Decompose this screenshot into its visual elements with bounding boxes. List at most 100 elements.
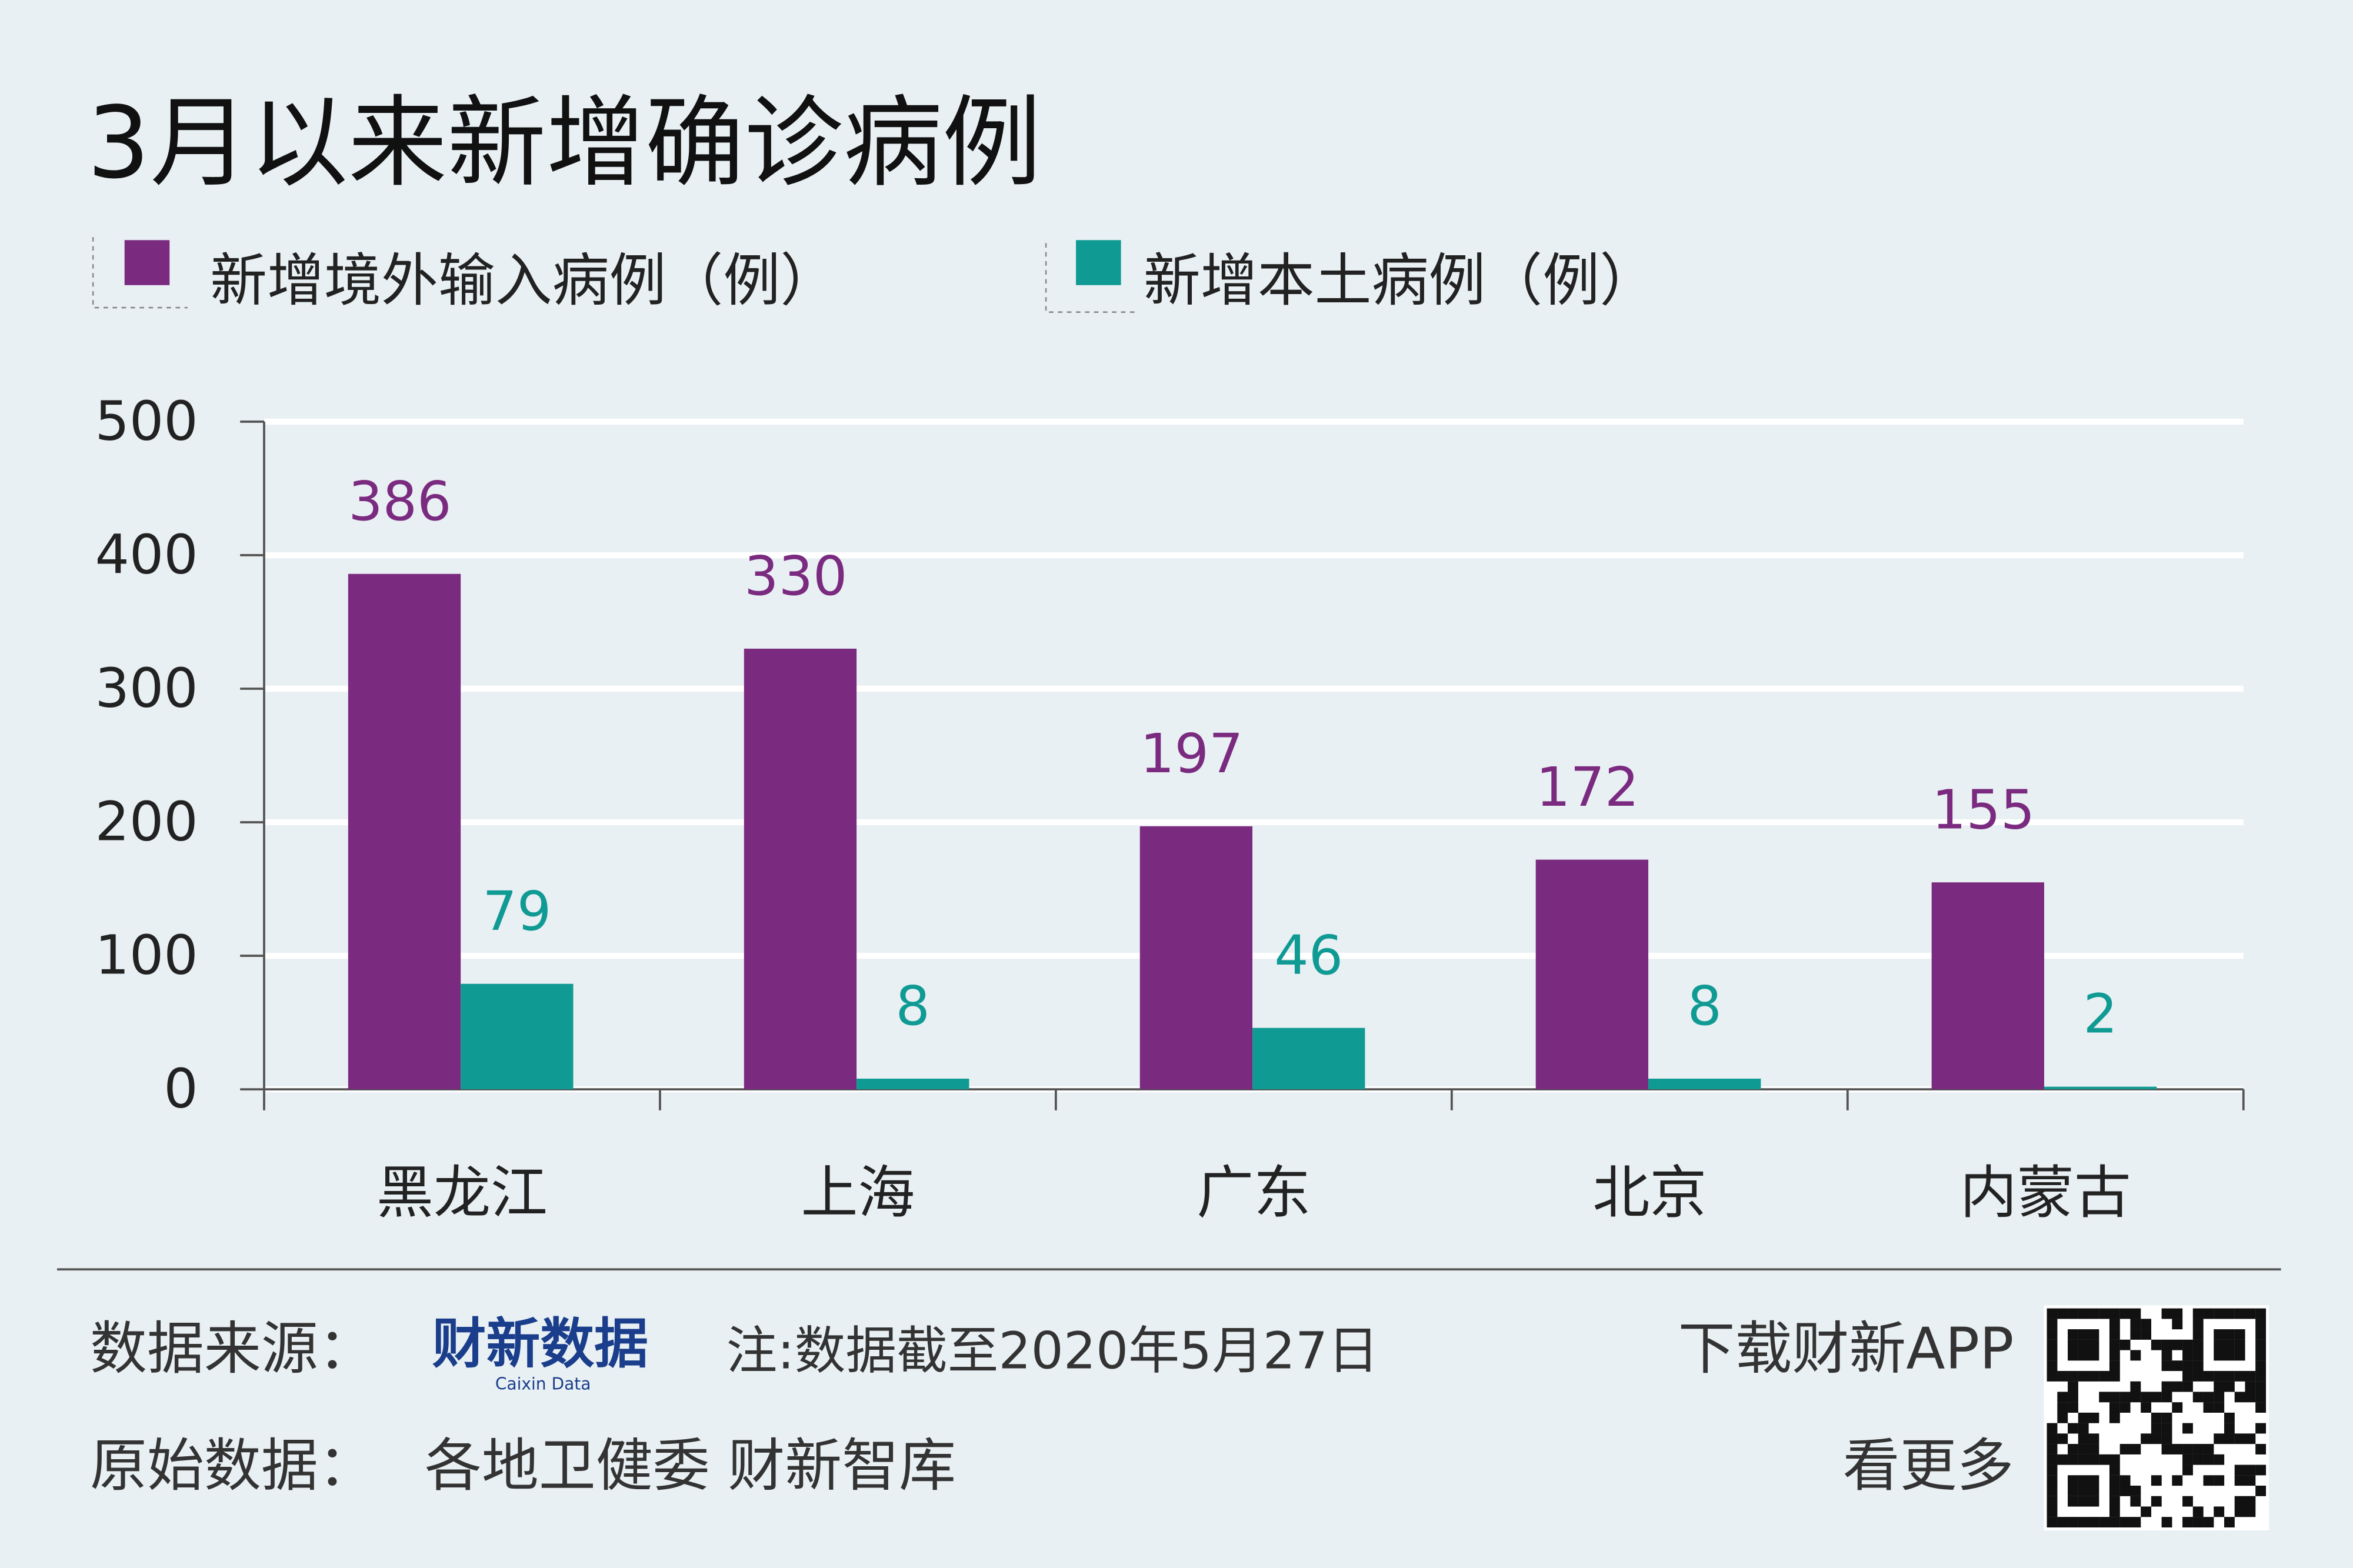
- legend-label: 新增境外输入病例（例）: [210, 247, 837, 313]
- qr-cell: [2182, 1496, 2193, 1507]
- qr-cell: [2245, 1506, 2256, 1517]
- qr-cell: [2214, 1350, 2225, 1361]
- qr-cell: [2224, 1517, 2235, 1528]
- legend-label: 新增本土病例（例）: [1144, 247, 1657, 313]
- qr-cell: [2234, 1433, 2245, 1444]
- qr-cell: [2203, 1402, 2214, 1413]
- qr-cell: [2099, 1392, 2110, 1403]
- qr-cell: [2109, 1517, 2120, 1528]
- qr-cell: [2068, 1308, 2078, 1319]
- qr-cell: [2088, 1517, 2099, 1528]
- value-label: 197: [1140, 722, 1243, 785]
- qr-cell: [2047, 1339, 2058, 1350]
- qr-cell: [2068, 1423, 2078, 1434]
- qr-cell: [2245, 1308, 2256, 1319]
- qr-cell: [2130, 1517, 2141, 1528]
- qr-cell: [2161, 1423, 2172, 1434]
- qr-cell: [2255, 1485, 2267, 1496]
- qr-cell: [2130, 1350, 2141, 1361]
- value-label: 2: [2083, 983, 2117, 1046]
- qr-cell: [2192, 1517, 2204, 1528]
- qr-cell: [2214, 1381, 2225, 1392]
- qr-cell: [2119, 1392, 2131, 1403]
- qr-cell: [2224, 1350, 2235, 1361]
- qr-cell: [2245, 1392, 2256, 1403]
- qr-cell: [2214, 1339, 2225, 1350]
- value-label: 155: [1932, 778, 2035, 841]
- qr-cell: [2161, 1433, 2172, 1444]
- qr-cell: [2255, 1319, 2267, 1330]
- x-tick-label: 北京: [1592, 1159, 1707, 1226]
- qr-cell: [2088, 1329, 2099, 1340]
- qr-cell: [2214, 1433, 2225, 1444]
- qr-cell: [2161, 1412, 2172, 1423]
- y-tick-label: 0: [164, 1057, 198, 1120]
- qr-cell: [2245, 1381, 2256, 1392]
- qr-cell: [2047, 1506, 2058, 1517]
- qr-cell: [2214, 1329, 2225, 1340]
- qr-cell: [2141, 1319, 2152, 1330]
- qr-cell: [2141, 1402, 2152, 1413]
- qr-cell: [2078, 1444, 2089, 1454]
- qr-cell: [2088, 1339, 2099, 1350]
- value-label: 330: [744, 545, 847, 608]
- note: 注:数据截至2020年5月27日: [726, 1322, 1379, 1381]
- qr-cell: [2245, 1433, 2256, 1444]
- qr-cell: [2234, 1475, 2245, 1486]
- qr-cell: [2088, 1433, 2099, 1444]
- qr-cell: [2161, 1517, 2172, 1528]
- qr-cell: [2192, 1506, 2204, 1517]
- qr-cell: [2119, 1339, 2131, 1350]
- qr-cell: [2109, 1412, 2120, 1423]
- qr-cell: [2255, 1329, 2267, 1340]
- qr-cell: [2234, 1308, 2245, 1319]
- qr-cell: [2245, 1464, 2256, 1476]
- qr-cell: [2214, 1454, 2225, 1465]
- qr-cell: [2047, 1350, 2058, 1361]
- qr-cell: [2234, 1464, 2245, 1476]
- qr-cell: [2161, 1350, 2172, 1361]
- qr-cell: [2057, 1402, 2068, 1413]
- qr-cell: [2078, 1370, 2089, 1382]
- qr-cell: [2088, 1370, 2099, 1382]
- qr-cell: [2047, 1485, 2058, 1496]
- qr-cell: [2224, 1339, 2235, 1350]
- qr-cell: [2099, 1517, 2110, 1528]
- qr-cell: [2192, 1392, 2204, 1403]
- qr-cell: [2068, 1402, 2078, 1413]
- qr-cell: [2192, 1329, 2204, 1340]
- qr-cell: [2182, 1350, 2193, 1361]
- qr-cell: [2057, 1412, 2068, 1423]
- qr-cell: [2057, 1433, 2068, 1444]
- legend-swatch: [124, 240, 170, 285]
- x-tick-label: 广东: [1197, 1159, 1311, 1226]
- qr-cell: [2047, 1308, 2058, 1319]
- qr-cell: [2224, 1381, 2235, 1392]
- qr-cell: [2130, 1381, 2141, 1392]
- qr-cell: [2234, 1339, 2245, 1350]
- qr-cell: [2068, 1517, 2078, 1528]
- qr-cell: [2119, 1444, 2131, 1454]
- qr-cell: [2151, 1496, 2162, 1507]
- qr-cell: [2255, 1423, 2267, 1434]
- qr-cell: [2078, 1350, 2089, 1361]
- qr-cell: [2109, 1329, 2120, 1340]
- qr-cell: [2203, 1444, 2214, 1454]
- qr-cell: [2161, 1444, 2172, 1454]
- qr-cell: [2234, 1329, 2245, 1340]
- qr-cell: [2078, 1423, 2089, 1434]
- qr-cell: [2151, 1412, 2162, 1423]
- qr-cell: [2224, 1370, 2235, 1382]
- qr-cell: [2130, 1485, 2141, 1496]
- qr-cell: [2203, 1370, 2214, 1382]
- qr-cell: [2255, 1339, 2267, 1350]
- value-label: 386: [348, 470, 451, 533]
- qr-cell: [2119, 1475, 2131, 1486]
- qr-cell: [2109, 1485, 2120, 1496]
- app-line2: 看更多: [1843, 1433, 2014, 1499]
- qr-cell: [2255, 1392, 2267, 1403]
- qr-cell: [2172, 1475, 2183, 1486]
- qr-cell: [2151, 1433, 2162, 1444]
- qr-cell: [2088, 1444, 2099, 1454]
- qr-cell: [2192, 1308, 2204, 1319]
